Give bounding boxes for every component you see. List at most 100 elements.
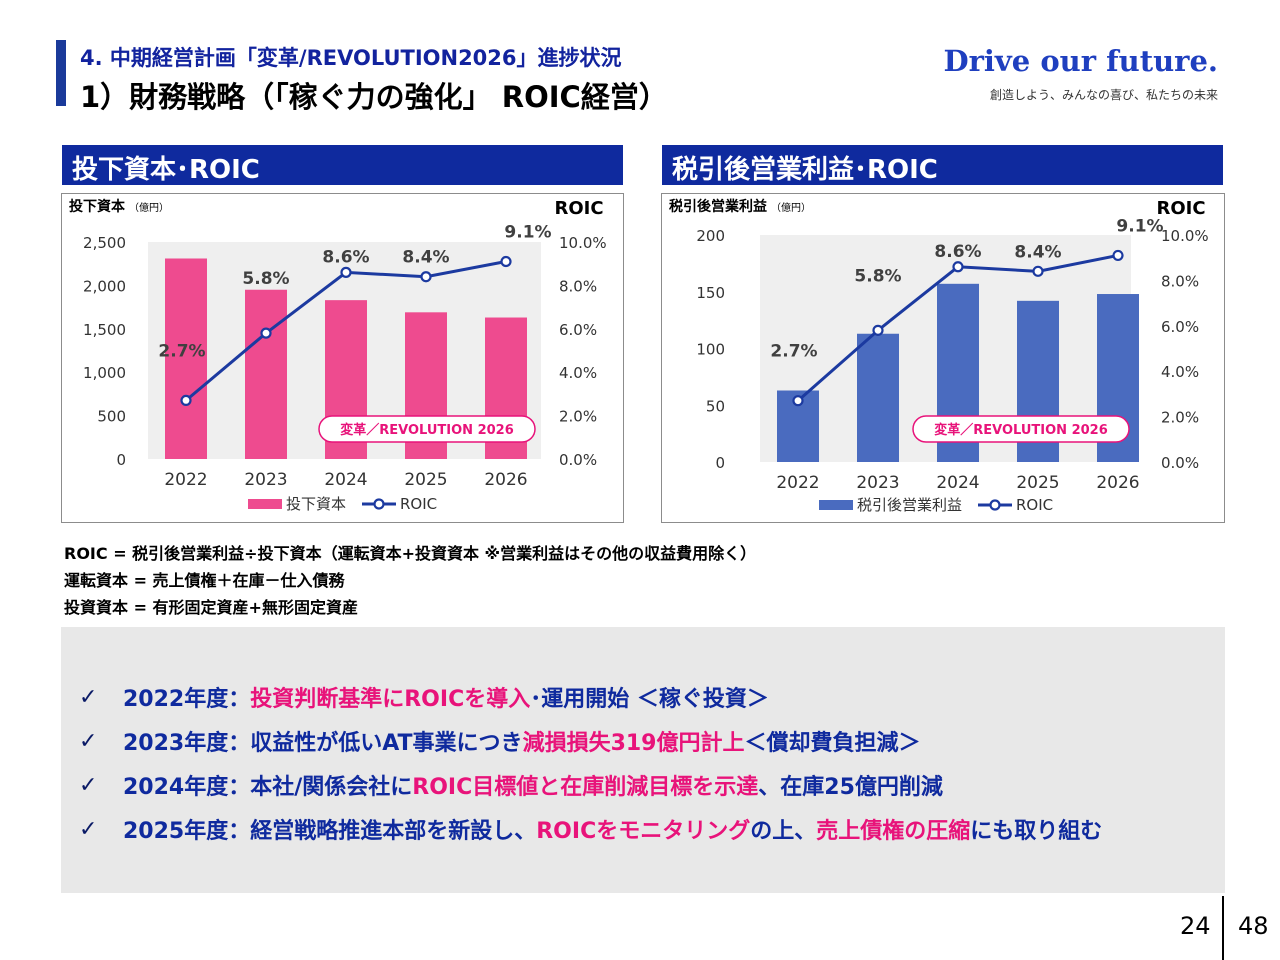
y2-tick-label: 6.0% <box>559 321 597 339</box>
chart-svg: 投下資本 （億円） ROIC2,5002,0001,5001,000500010.0… <box>69 198 607 513</box>
summary-highlight-text: ROIC目標値と在庫削減目標を示達 <box>412 775 759 800</box>
y-tick-label: 1,500 <box>83 321 126 339</box>
bar <box>857 333 899 462</box>
summary-item: ✓ 2023年度：収益性が低いAT事業につき 減損損失319億円計上 ＜償却費負担減… <box>79 719 1102 763</box>
formula-working-capital: 運転資本 = 売上債権＋在庫－仕入債務 <box>64 571 345 590</box>
formula-investment-capital: 投資資本 = 有形固定資産+無形固定資産 <box>64 598 358 617</box>
summary-highlight-text: 投資判断基準にROICを導入 <box>250 687 531 712</box>
y2-tick-label: 2.0% <box>1161 409 1199 427</box>
revolution-badge <box>912 415 1130 443</box>
legend-line-marker <box>373 498 385 510</box>
summary-highlight-text: 減損損失319億円計上 <box>522 731 745 756</box>
y-tick-label: 50 <box>706 397 725 415</box>
roic-data-label: 8.4% <box>402 248 449 268</box>
footer-divider <box>1222 896 1224 960</box>
summary-text: 2025年度：経営戦略推進本部を新設し、 <box>123 819 537 844</box>
page-total: 48 <box>1238 912 1269 940</box>
summary-text: ＜償却費負担減＞ <box>744 731 921 756</box>
summary-text: ･運用開始 ＜稼ぐ投資＞ <box>530 687 769 712</box>
y2-axis-title: ROIC <box>554 198 603 219</box>
x-tick-label: 2025 <box>1016 473 1059 493</box>
y-tick-label: 0 <box>116 451 126 469</box>
y-tick-label: 200 <box>696 227 725 245</box>
x-tick-label: 2022 <box>776 473 819 493</box>
roic-data-label: 2.7% <box>158 341 205 361</box>
y2-tick-label: 2.0% <box>559 408 597 426</box>
revolution-badge-label: 変革／REVOLUTION 2026 <box>340 422 514 438</box>
x-tick-label: 2026 <box>1096 473 1139 493</box>
roic-data-label: 2.7% <box>770 342 817 362</box>
check-icon: ✓ <box>79 816 98 842</box>
legend-line-label: ROIC <box>400 495 437 513</box>
roic-formulas: ROIC = 税引後営業利益÷投下資本（運転資本+投資資本 ※営業利益はその他の… <box>64 540 756 621</box>
roic-point <box>340 266 352 278</box>
roic-point <box>872 324 884 336</box>
roic-point <box>792 395 804 407</box>
summary-text: 、在庫25億円削減 <box>758 775 943 800</box>
invested-capital-roic-chart: 投下資本 （億円） ROIC 2,500 2,000 1,500 1,000 500 0 10.0… <box>61 193 624 523</box>
y2-tick-label: 10.0% <box>1161 227 1209 245</box>
y2-tick-label: 4.0% <box>559 364 597 382</box>
summary-text: 2024年度：本社/関係会社に <box>123 775 413 800</box>
right-panel-heading: 税引後営業利益･ROIC <box>662 145 1223 185</box>
y-tick-label: 2,000 <box>83 277 126 295</box>
legend-bar-label: 税引後営業利益 <box>857 496 962 514</box>
roic-data-label: 5.8% <box>242 269 289 289</box>
header-accent-bar <box>56 40 66 106</box>
y-tick-label: 500 <box>97 408 126 426</box>
y2-tick-label: 0.0% <box>559 451 597 469</box>
chart-svg: 税引後営業利益 （億円） ROIC 200 150 100 50 0 10.0% 8.0% 6.0%… <box>669 198 1209 514</box>
summary-text: 2023年度：収益性が低いAT事業につき <box>123 731 523 756</box>
x-tick-label: 2026 <box>484 470 527 490</box>
revolution-badge-label: 変革／REVOLUTION 2026 <box>934 422 1108 438</box>
x-tick-label: 2024 <box>936 473 979 493</box>
roic-point <box>1112 249 1124 262</box>
roic-data-label: 8.6% <box>322 247 369 267</box>
page-title: 1）財務戦略（「稼ぐ力の強化」 ROIC経営） <box>80 80 668 114</box>
x-tick-label: 2024 <box>324 470 367 490</box>
y2-tick-label: 6.0% <box>1161 318 1199 336</box>
roic-point <box>500 255 512 268</box>
y2-tick-label: 8.0% <box>1161 272 1199 290</box>
progress-summary-box: ✓ 2022年度： 投資判断基準にROICを導入 ･運用開始 ＜稼ぐ投資＞ ✓ 2023年… <box>61 627 1225 893</box>
roic-data-label: 8.4% <box>1014 242 1061 262</box>
x-tick-label: 2022 <box>164 470 207 490</box>
brand-slogan-subtitle: 創造しよう、みんなの喜び、私たちの未来 <box>989 88 1218 102</box>
page-number: 24 <box>1180 912 1211 940</box>
summary-item: ✓ 2025年度：経営戦略推進本部を新設し、 ROICをモニタリング の上、 売上債権の… <box>79 807 1102 851</box>
summary-text: の上、 <box>750 819 817 844</box>
roic-data-label: 5.8% <box>854 266 901 286</box>
roic-data-label: 9.1% <box>504 223 551 243</box>
brand-slogan: Drive our future. <box>943 44 1218 78</box>
summary-item: ✓ 2022年度： 投資判断基準にROICを導入 ･運用開始 ＜稼ぐ投資＞ <box>79 675 1102 719</box>
roic-point <box>420 271 432 283</box>
summary-text: 2022年度： <box>123 687 251 712</box>
y2-tick-label: 4.0% <box>1161 363 1199 381</box>
bar <box>165 258 207 459</box>
x-tick-label: 2023 <box>856 473 899 493</box>
y2-tick-label: 8.0% <box>559 277 597 295</box>
summary-highlight-text: 売上債権の圧縮 <box>816 819 971 844</box>
left-panel-heading: 投下資本･ROIC <box>62 145 623 185</box>
legend-bar-swatch <box>819 500 853 510</box>
roic-point <box>952 261 964 273</box>
roic-point <box>180 394 192 407</box>
formula-roic: ROIC = 税引後営業利益÷投下資本（運転資本+投資資本 ※営業利益はその他の… <box>64 544 757 563</box>
legend-bar-swatch <box>248 499 282 509</box>
legend-line-marker <box>989 499 1001 511</box>
summary-item: ✓ 2024年度：本社/関係会社に ROIC目標値と在庫削減目標を示達 、在庫25億円… <box>79 763 1102 807</box>
revolution-badge <box>318 415 536 443</box>
y2-tick-label: 10.0% <box>559 234 607 252</box>
roic-data-label: 9.1% <box>1116 216 1163 236</box>
y-axis-unit: （億円） <box>771 201 811 214</box>
y-axis-unit: （億円） <box>129 201 169 214</box>
summary-text: にも取り組む <box>970 819 1103 844</box>
y-axis-title: 投下資本 <box>69 198 126 215</box>
roic-data-label: 8.6% <box>934 242 981 262</box>
y-tick-label: 1,000 <box>83 364 126 382</box>
x-tick-label: 2025 <box>404 470 447 490</box>
y2-axis-title: ROIC <box>1156 198 1205 219</box>
y-tick-label: 0 <box>715 454 725 472</box>
check-icon: ✓ <box>79 684 98 710</box>
check-icon: ✓ <box>79 772 98 798</box>
